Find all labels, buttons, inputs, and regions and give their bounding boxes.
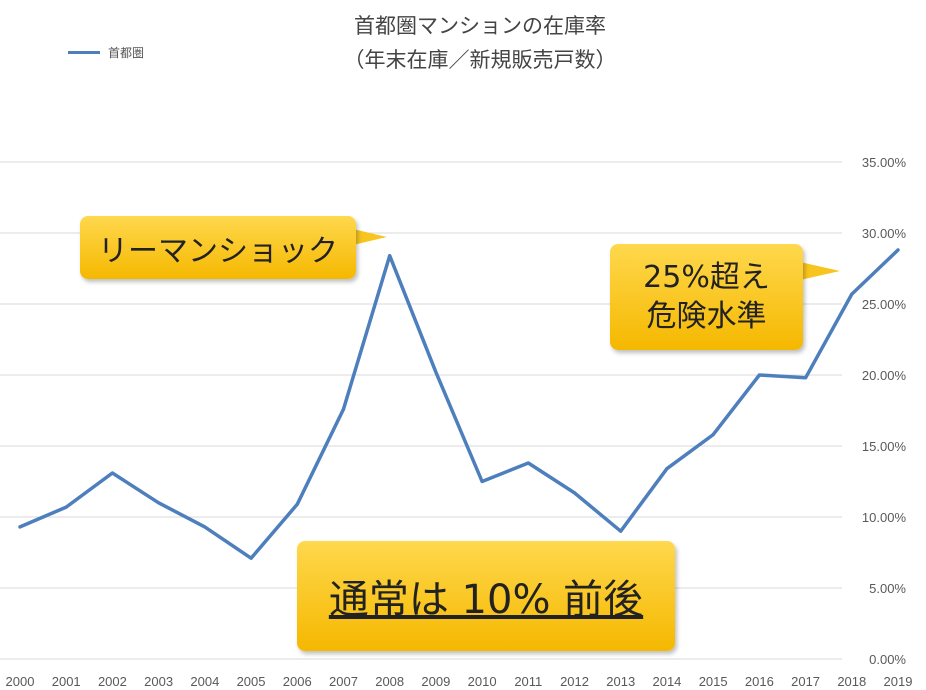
callout-lehman-pointer	[353, 229, 387, 245]
x-tick-label: 2013	[606, 674, 635, 689]
y-tick-label: 20.00%	[862, 368, 907, 383]
x-tick-label: 2014	[652, 674, 681, 689]
data-point	[18, 525, 22, 529]
data-point	[896, 248, 900, 252]
x-tick-label: 2012	[560, 674, 589, 689]
y-tick-label: 5.00%	[869, 581, 906, 596]
x-tick-label: 2006	[283, 674, 312, 689]
callout-normal: 通常は 10% 前後	[297, 541, 675, 651]
legend-label: 首都圏	[108, 46, 145, 60]
x-tick-label: 2005	[237, 674, 266, 689]
data-point	[711, 433, 715, 437]
data-point	[64, 505, 68, 509]
x-tick-label: 2018	[837, 674, 866, 689]
legend: 首都圏	[68, 44, 144, 61]
chart-subtitle: （年末在庫／新規販売戸数）	[343, 48, 617, 72]
y-tick-label: 30.00%	[862, 226, 907, 241]
x-tick-label: 2019	[884, 674, 913, 689]
data-point	[757, 373, 761, 377]
data-point	[203, 525, 207, 529]
callout-danger-pointer	[800, 262, 840, 280]
x-tick-label: 2010	[468, 674, 497, 689]
y-tick-label: 0.00%	[869, 652, 906, 667]
y-tick-label: 25.00%	[862, 297, 907, 312]
data-point	[388, 254, 392, 258]
y-tick-label: 15.00%	[862, 439, 907, 454]
data-point	[110, 471, 114, 475]
data-point	[804, 376, 808, 380]
x-tick-label: 2002	[98, 674, 127, 689]
callout-danger: 25%超え 危険水準	[610, 244, 803, 350]
data-point	[665, 467, 669, 471]
data-point	[480, 480, 484, 483]
x-tick-label: 2009	[421, 674, 450, 689]
callout-lehman-text: リーマンショック	[98, 233, 338, 269]
x-tick-label: 2017	[791, 674, 820, 689]
callout-normal-text: 通常は 10% 前後	[328, 577, 644, 623]
data-point	[526, 461, 530, 465]
series-line-shutoken	[18, 248, 900, 560]
callout-danger-line1: 25%超え	[643, 260, 770, 295]
chart-title: 首都圏マンションの在庫率	[354, 14, 606, 38]
data-point	[341, 407, 345, 411]
x-tick-label: 2001	[52, 674, 81, 689]
data-point	[249, 556, 253, 560]
x-tick-label: 2000	[6, 674, 35, 689]
x-tick-label: 2004	[190, 674, 219, 689]
data-point	[157, 501, 161, 505]
x-tick-label: 2011	[514, 674, 542, 689]
data-point	[850, 292, 854, 296]
callout-lehman: リーマンショック	[80, 216, 356, 279]
legend-swatch	[68, 51, 100, 54]
y-tick-label: 10.00%	[862, 510, 907, 525]
data-point	[573, 491, 577, 495]
x-tick-label: 2008	[375, 674, 404, 689]
x-tick-label: 2016	[745, 674, 774, 689]
callout-danger-line2: 危険水準	[646, 299, 767, 334]
x-tick-label: 2003	[144, 674, 173, 689]
x-tick-label: 2015	[699, 674, 728, 689]
data-point	[619, 529, 623, 533]
x-tick-label: 2007	[329, 674, 358, 689]
y-tick-label: 35.00%	[862, 155, 907, 170]
data-point	[434, 370, 438, 374]
data-point	[295, 502, 299, 506]
